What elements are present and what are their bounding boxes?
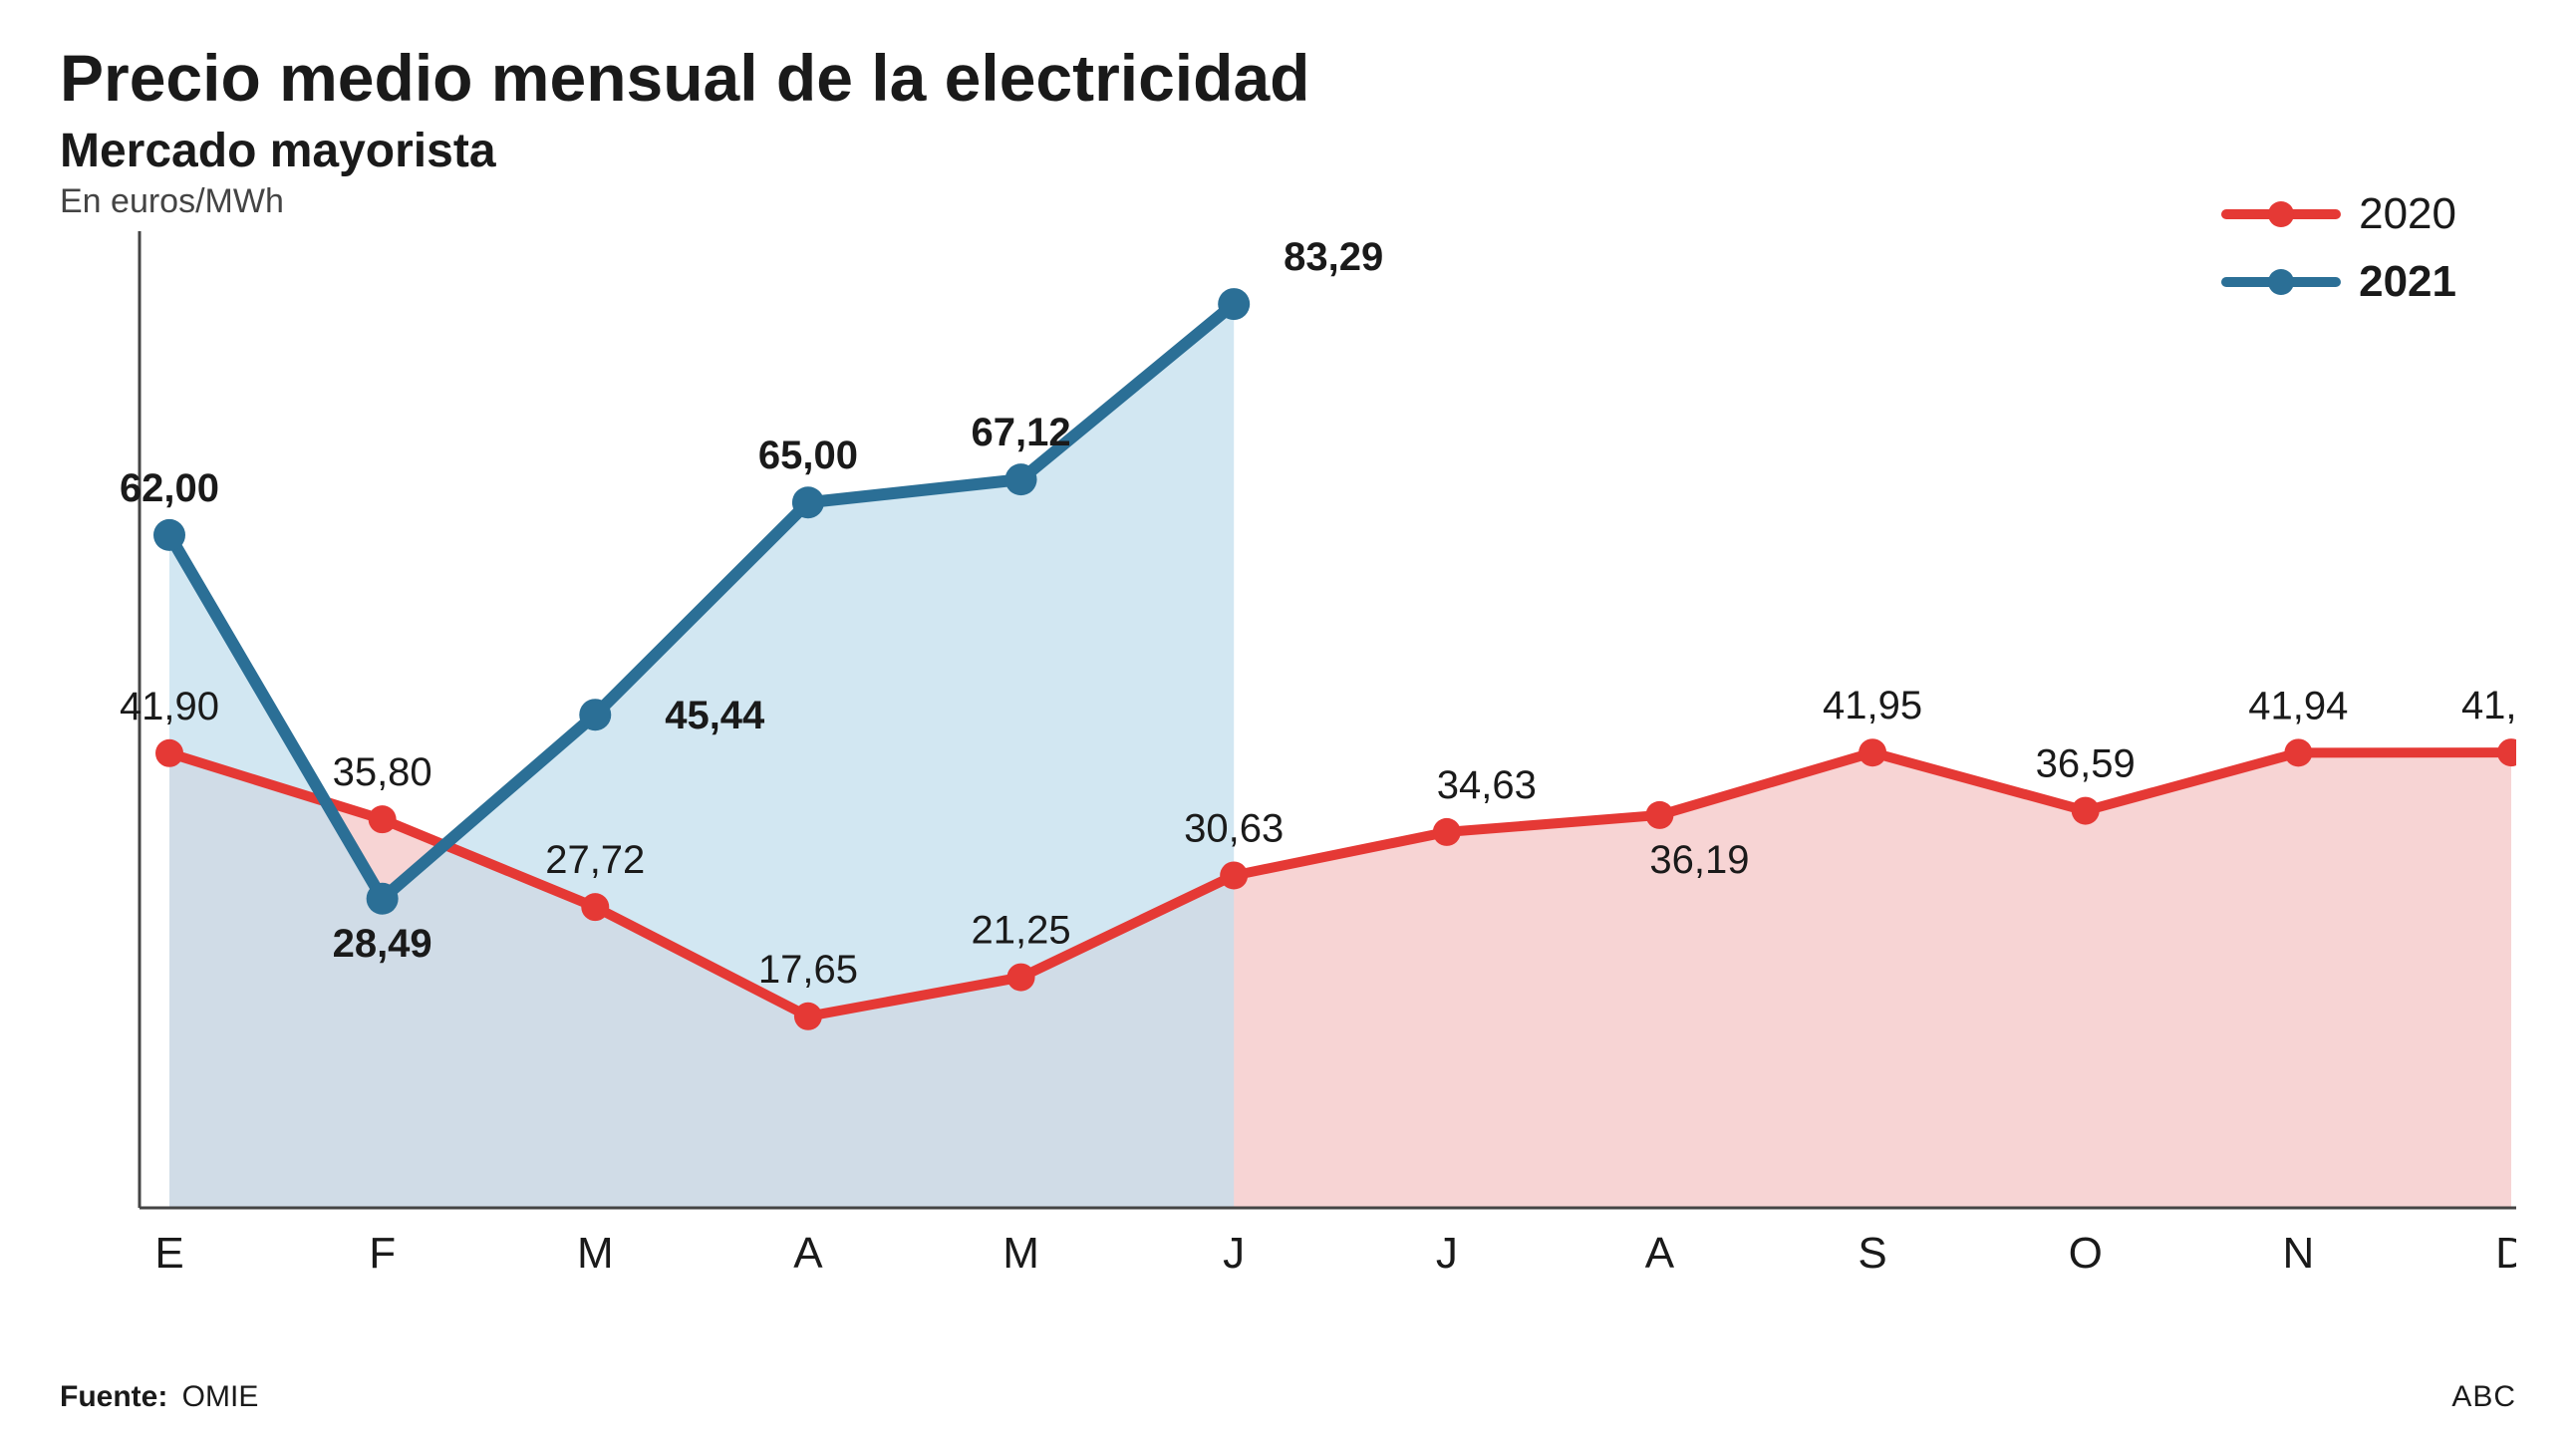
- legend-label-2021: 2021: [2359, 257, 2456, 307]
- marker-2020: [794, 1003, 822, 1030]
- chart-plot-area: E F M A M J J A S O N D 41,90 35,80 27,72 17,65 21,25 30,…: [60, 231, 2516, 1307]
- month-label: S: [1858, 1229, 1886, 1278]
- marker-2020: [1433, 818, 1461, 846]
- month-label: J: [1223, 1229, 1245, 1278]
- marker-2020: [1859, 738, 1886, 766]
- value-label-2020: 27,72: [545, 838, 645, 882]
- month-label: E: [154, 1229, 183, 1278]
- legend-dot-icon: [2268, 201, 2294, 227]
- marker-2020: [2284, 738, 2312, 766]
- marker-2020: [1645, 801, 1673, 829]
- value-label-2020: 34,63: [1437, 763, 1537, 807]
- value-label-2021: 62,00: [120, 466, 219, 510]
- chart-svg: E F M A M J J A S O N D 41,90 35,80 27,72 17,65 21,25 30,…: [60, 231, 2516, 1307]
- legend-item-2021: 2021: [2221, 257, 2456, 307]
- marker-2020: [155, 739, 183, 767]
- value-label-2021: 45,44: [665, 694, 765, 737]
- month-label: N: [2282, 1229, 2314, 1278]
- month-label: O: [2069, 1229, 2103, 1278]
- value-label-2021: 65,00: [758, 434, 858, 477]
- month-label: F: [369, 1229, 396, 1278]
- legend-swatch-2020: [2221, 209, 2341, 219]
- marker-2021: [367, 883, 399, 915]
- marker-2020: [369, 805, 397, 833]
- marker-2020: [1220, 861, 1248, 889]
- value-label-2020: 41,95: [1823, 684, 1922, 727]
- value-label-2020: 41,96: [2461, 684, 2516, 727]
- marker-2021: [1218, 288, 1250, 320]
- chart-title: Precio medio mensual de la electricidad: [60, 40, 2516, 116]
- month-label: J: [1436, 1229, 1458, 1278]
- month-label: A: [1645, 1229, 1675, 1278]
- source: Fuente: OMIE: [60, 1380, 258, 1414]
- marker-2020: [2072, 797, 2100, 825]
- legend-swatch-2021: [2221, 277, 2341, 287]
- chart-subtitle: Mercado mayorista: [60, 124, 2516, 178]
- chart-container: Precio medio mensual de la electricidad …: [0, 0, 2576, 1450]
- source-label: Fuente:: [60, 1380, 167, 1413]
- marker-2020: [581, 893, 609, 921]
- marker-2021: [579, 699, 611, 730]
- month-label: D: [2495, 1229, 2516, 1278]
- month-label: A: [793, 1229, 823, 1278]
- legend-label-2020: 2020: [2359, 189, 2456, 239]
- value-label-2020: 30,63: [1184, 806, 1284, 850]
- marker-2021: [792, 486, 824, 518]
- value-label-2020: 21,25: [971, 909, 1070, 953]
- legend-dot-icon: [2268, 269, 2294, 295]
- chart-unit: En euros/MWh: [60, 182, 2516, 221]
- value-label-2021: 28,49: [333, 922, 432, 966]
- month-label: M: [1002, 1229, 1039, 1278]
- value-label-2020: 36,19: [1649, 838, 1749, 882]
- marker-2021: [153, 519, 185, 551]
- value-label-2020: 36,59: [2036, 742, 2136, 786]
- value-label-2020: 41,90: [120, 685, 219, 728]
- value-label-2020: 35,80: [333, 750, 432, 794]
- legend-item-2020: 2020: [2221, 189, 2456, 239]
- value-label-2020: 41,94: [2248, 684, 2348, 727]
- source-name: OMIE: [182, 1380, 259, 1413]
- month-label: M: [577, 1229, 614, 1278]
- value-label-2021: 67,12: [971, 411, 1070, 454]
- publisher-brand: ABC: [2451, 1380, 2516, 1414]
- legend: 2020 2021: [2221, 189, 2456, 325]
- chart-footer: Fuente: OMIE ABC: [60, 1380, 2516, 1414]
- marker-2020: [1007, 964, 1035, 992]
- value-label-2021: 83,29: [1284, 235, 1383, 279]
- marker-2021: [1005, 463, 1037, 495]
- value-label-2020: 17,65: [758, 948, 858, 992]
